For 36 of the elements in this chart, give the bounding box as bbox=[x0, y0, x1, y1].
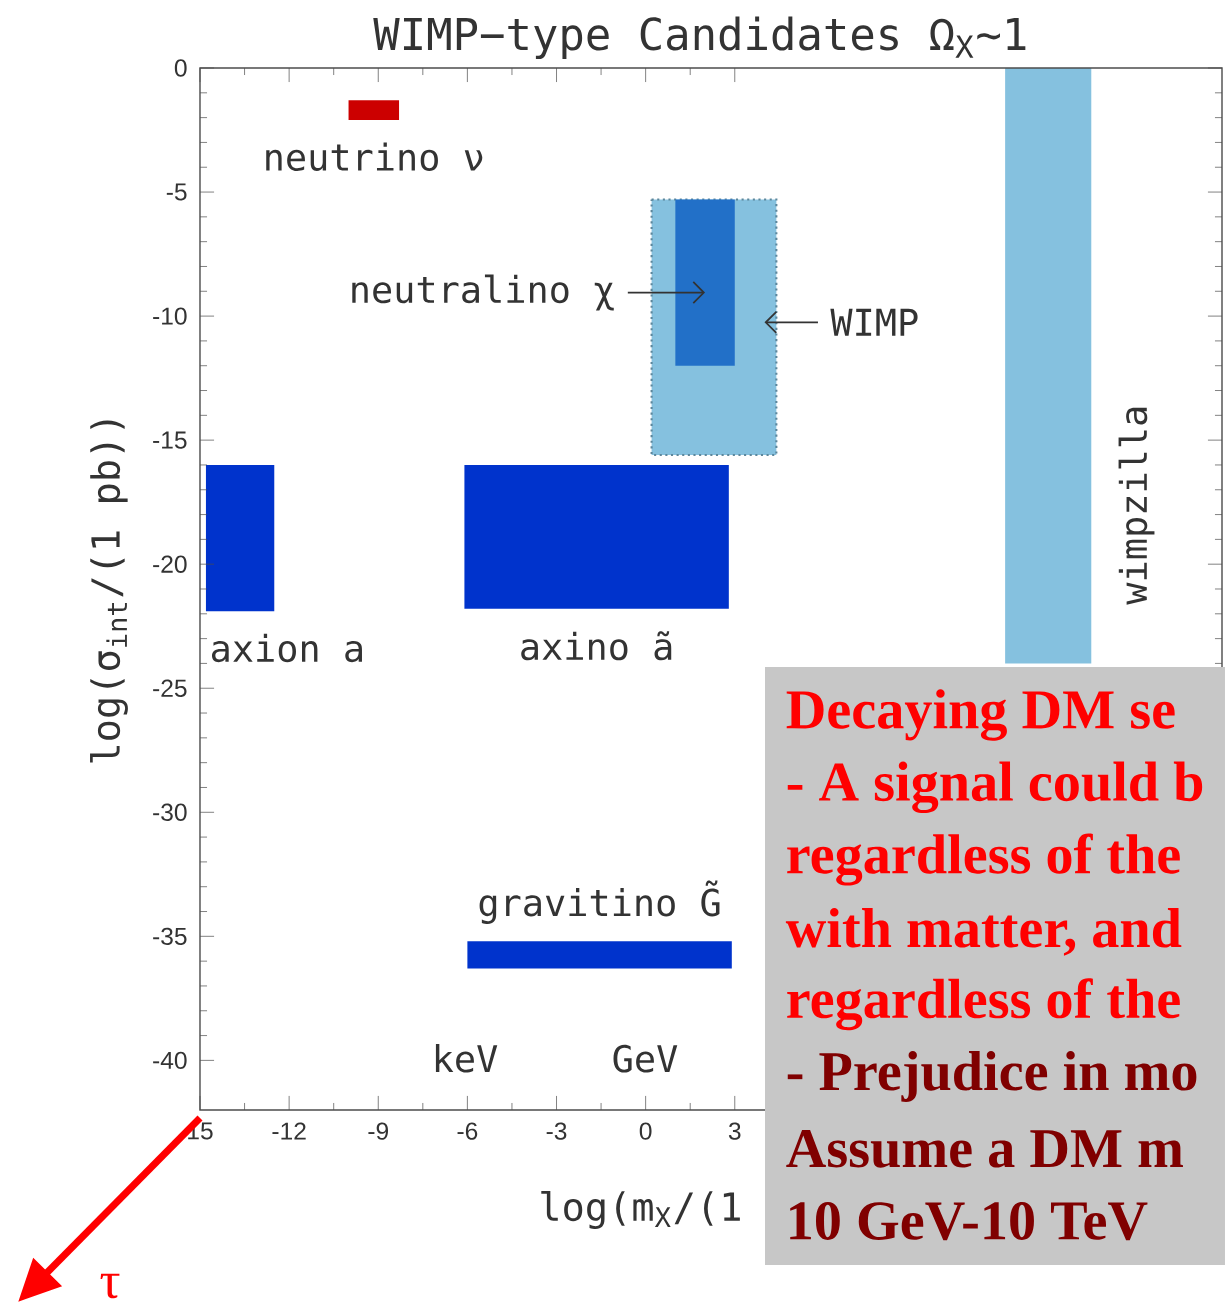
text: Assume a DM m bbox=[786, 1129, 1183, 1168]
x-tick-label: -12 bbox=[272, 1122, 306, 1140]
y-tick-label: 0 bbox=[174, 59, 187, 77]
x-tick-label: -9 bbox=[368, 1122, 389, 1140]
y-tick-label: -35 bbox=[153, 927, 187, 946]
y-tick-label: -20 bbox=[153, 555, 187, 573]
text: 10 GeV-10 TeV bbox=[790, 1202, 1148, 1241]
y-tick-label: -30 bbox=[153, 803, 187, 821]
x-tick-label: 0 bbox=[639, 1122, 652, 1140]
annotation: keV bbox=[435, 1044, 498, 1073]
x-tick-label: -3 bbox=[546, 1122, 567, 1140]
y-tick-label: -25 bbox=[153, 679, 187, 697]
x-tick-label: 3 bbox=[728, 1122, 741, 1140]
series-label: gravitino G̃ bbox=[479, 880, 720, 924]
y-tick-label: -15 bbox=[153, 431, 187, 449]
annotation: - Prejudice in mo bbox=[787, 1050, 1197, 1102]
y-tick-label: -5 bbox=[166, 183, 187, 201]
y-axis-title: log(σ$_{int}$/(1 pb)) bbox=[90, 420, 128, 763]
series-label: WIMP bbox=[830, 308, 918, 336]
annotation: Decaying DM se bbox=[786, 689, 1175, 741]
annotation: with matter, and bbox=[785, 908, 1182, 956]
chart-title: WIMP−type Candidates Ω$_{X}$~1 bbox=[373, 16, 1026, 60]
series-label: axino ã bbox=[521, 631, 672, 661]
annotation: GeV bbox=[613, 1044, 678, 1073]
annotation: regardless of the bbox=[787, 833, 1180, 886]
y-tick-label: -10 bbox=[153, 307, 187, 325]
series-label: axion a bbox=[211, 633, 362, 663]
y-tick-label: -40 bbox=[153, 1051, 187, 1070]
series-label: neutralino χ bbox=[352, 274, 614, 311]
x-tick-label: -6 bbox=[457, 1122, 478, 1140]
x-axis-title: log(m$_{X}$/(1 bbox=[541, 1191, 740, 1229]
text: wimpzilla bbox=[1118, 407, 1155, 605]
series-label: neutrino ν bbox=[266, 142, 483, 171]
text: τ bbox=[100, 1273, 120, 1299]
annotation: regardless of the bbox=[787, 978, 1180, 1031]
annotation: - A signal could b bbox=[787, 761, 1203, 813]
